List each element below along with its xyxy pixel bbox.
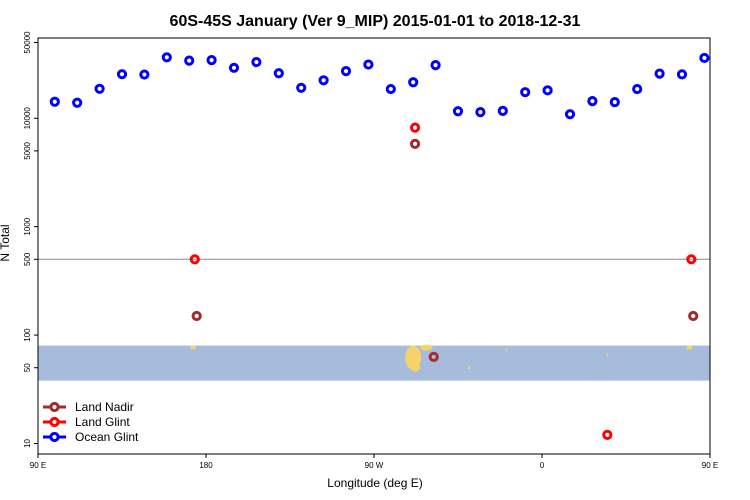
land-islet: [467, 366, 471, 370]
ocean-glint-point: [587, 95, 598, 107]
y-axis-label: N Total: [0, 224, 12, 261]
land-nadir-point: [688, 310, 699, 322]
ocean-glint-point: [228, 62, 240, 73]
ocean-glint-point: [676, 69, 688, 80]
ocean-glint-point: [161, 52, 172, 63]
land-tierra-del-fuego: [410, 363, 421, 372]
ocean-glint-point: [363, 59, 374, 70]
y-tick-label: 5000: [23, 141, 32, 159]
y-tick-label: 1000: [23, 217, 32, 235]
land-glint-point: [409, 122, 421, 133]
ocean-glint-point: [318, 75, 329, 86]
ocean-glint-point: [609, 96, 620, 108]
legend-marker-land-nadir: [49, 401, 60, 413]
legend-marker-ocean-glint: [49, 431, 60, 443]
data-points: [49, 52, 710, 441]
y-tick-label: 50: [23, 363, 32, 372]
y-tick-label: 10: [23, 438, 32, 447]
legend-marker-land-glint: [49, 416, 60, 428]
legend-label-land-nadir: Land Nadir: [75, 400, 134, 414]
ocean-glint-point: [139, 69, 150, 80]
x-tick-label: 90 E: [30, 461, 46, 470]
land-south-america: [405, 345, 422, 370]
map-band-land: [189, 344, 693, 372]
land-island-east: [686, 345, 693, 350]
land-new-zealand: [189, 345, 196, 350]
land-nadir-point: [191, 310, 202, 322]
ocean-glint-point: [408, 77, 419, 88]
ocean-glint-point: [632, 83, 643, 95]
land-nadir-point: [428, 351, 439, 362]
ocean-glint-point: [430, 60, 441, 71]
chart-title: 60S-45S January (Ver 9_MIP) 2015-01-01 t…: [170, 13, 581, 30]
ocean-glint-point: [475, 106, 486, 118]
ocean-glint-point: [251, 56, 262, 68]
x-tick-label: 90 W: [365, 461, 384, 470]
ocean-glint-point: [452, 106, 464, 117]
map-band: [38, 344, 710, 381]
land-glint-point: [189, 254, 200, 265]
y-tick-label: 50000: [23, 31, 32, 54]
ocean-glint-point: [296, 82, 307, 93]
map-band-ocean: [38, 345, 710, 381]
legend-label-land-glint: Land Glint: [75, 415, 130, 429]
ocean-glint-point: [273, 68, 284, 79]
y-tick-label: 10000: [23, 107, 32, 130]
land-islet: [606, 353, 609, 357]
land-nadir-point: [409, 138, 421, 150]
ocean-glint-point: [94, 83, 105, 94]
ocean-glint-point: [564, 109, 576, 120]
ocean-glint-point: [654, 68, 665, 79]
legend-label-ocean-glint: Ocean Glint: [75, 430, 139, 444]
ocean-glint-point: [699, 52, 710, 64]
x-tick-label: 180: [199, 461, 213, 470]
ocean-glint-point: [184, 55, 195, 66]
ocean-glint-point: [520, 87, 531, 98]
ocean-glint-point: [385, 83, 396, 95]
y-axis-ticks: 10 50 100 500 1000 5000 10000 50000: [23, 31, 38, 448]
x-axis-label: Longitude (deg E): [327, 476, 422, 490]
land-glint-point: [686, 254, 697, 265]
y-tick-label: 100: [23, 328, 32, 342]
y-tick-label: 500: [23, 252, 32, 266]
land-glint-point: [602, 429, 613, 441]
land-islet: [505, 348, 508, 351]
ocean-glint-point: [542, 85, 553, 96]
ocean-glint-point: [72, 97, 83, 108]
ocean-glint-point: [497, 105, 508, 116]
x-tick-label: 90 E: [702, 461, 718, 470]
ocean-glint-point: [116, 69, 128, 80]
ocean-glint-point: [49, 96, 60, 107]
land-falklands: [420, 344, 433, 351]
plot-frame: [37, 37, 711, 455]
x-tick-label: 0: [540, 461, 545, 470]
ocean-glint-point: [340, 66, 352, 77]
x-axis-ticks: 90 E 180 90 W 0 90 E: [30, 454, 718, 470]
ocean-glint-point: [206, 54, 217, 66]
